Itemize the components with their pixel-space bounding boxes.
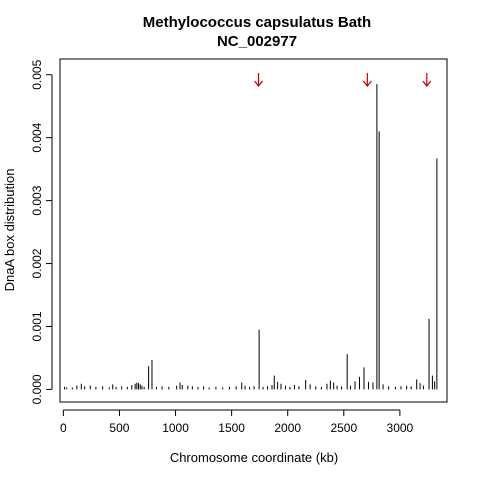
- arrow-marker: [422, 73, 432, 87]
- x-axis: 0 500 1000 1500 2000 2500 3000: [60, 409, 414, 435]
- y-tick-label: 0.004: [30, 122, 44, 152]
- arrow-marker: [362, 73, 372, 87]
- y-tick-label: 0.000: [30, 374, 44, 404]
- x-tick-label: 0: [60, 421, 67, 435]
- bars: [63, 84, 438, 390]
- x-tick-label: 2500: [330, 421, 357, 435]
- y-tick-label: 0.005: [30, 59, 44, 89]
- x-tick-label: 500: [109, 421, 129, 435]
- y-tick-label: 0.002: [30, 248, 44, 278]
- chart-subtitle: NC_002977: [217, 33, 297, 50]
- x-tick-label: 1500: [218, 421, 245, 435]
- x-tick-label: 1000: [162, 421, 189, 435]
- x-tick-label: 2000: [274, 421, 301, 435]
- arrows: [254, 73, 432, 87]
- chart-title: Methylococcus capsulatus Bath: [143, 14, 371, 31]
- y-axis-label: DnaA box distribution: [2, 169, 17, 292]
- y-tick-label: 0.001: [30, 311, 44, 341]
- arrow-marker: [254, 73, 264, 87]
- x-tick-label: 3000: [387, 421, 414, 435]
- plot-frame: [59, 58, 448, 403]
- x-axis-label: Chromosome coordinate (kb): [170, 450, 338, 465]
- y-axis: 0.000 0.001 0.002 0.003 0.004 0.005: [30, 59, 53, 404]
- y-tick-label: 0.003: [30, 185, 44, 215]
